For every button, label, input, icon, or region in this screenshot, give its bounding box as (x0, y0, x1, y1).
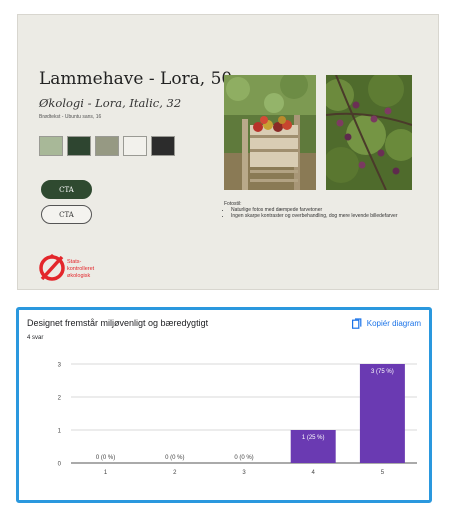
x-tick-label: 3 (242, 470, 246, 476)
question-title: Designet fremstår miljøvenligt og bæredy… (27, 318, 209, 328)
cta-primary-button[interactable]: CTA (41, 180, 92, 199)
survey-chart-card: Designet fremstår miljøvenligt og bæredy… (16, 307, 432, 503)
y-tick-label: 0 (58, 462, 62, 468)
cta-secondary-button[interactable]: CTA (41, 205, 92, 224)
y-tick-label: 3 (58, 363, 62, 369)
x-tick-label: 2 (173, 470, 177, 476)
data-label: 0 (0 %) (96, 455, 115, 461)
color-swatch (39, 136, 63, 156)
data-label: 0 (0 %) (234, 455, 253, 461)
x-tick-label: 5 (381, 470, 385, 476)
photo-note-item: Naturlige fotos med dæmpede farvetoner (231, 207, 398, 213)
organic-seal-logo: Stats- kontrolleret økologisk (39, 253, 119, 288)
y-tick-label: 2 (58, 396, 62, 402)
plum-tree-photo (326, 75, 412, 190)
data-label: 1 (25 %) (302, 435, 325, 441)
x-tick-label: 4 (312, 470, 316, 476)
color-swatch (123, 136, 147, 156)
logo-line-2: kontrolleret (67, 266, 95, 272)
logo-line-3: økologisk (67, 273, 90, 279)
data-label: 0 (0 %) (165, 455, 184, 461)
data-label: 3 (75 %) (371, 369, 394, 375)
bar-chart: 0 1 2 3 0 (0 %) 1 0 (0 %) 2 0 (0 %) 3 1 (25 %) 4 3 (… (58, 363, 417, 476)
color-swatch (151, 136, 175, 156)
bar (359, 364, 405, 463)
design-slide: Lammehave - Lora, 50 Økologi - Lora, Ita… (17, 14, 439, 290)
response-count: 4 svar (27, 335, 44, 341)
state-organic-seal-icon (39, 254, 65, 281)
slide-body-text: Brødtekst - Ubuntu sans, 16 (39, 114, 102, 120)
color-swatches (39, 136, 175, 156)
copy-icon (351, 318, 362, 329)
photo-note-item: Ingen skarpe kontraster og overbehandlin… (231, 213, 398, 219)
apple-crate-photo (224, 75, 316, 190)
color-swatch (67, 136, 91, 156)
x-tick-label: 1 (104, 470, 108, 476)
color-swatch (95, 136, 119, 156)
copy-chart-button[interactable]: Kopiér diagram (351, 318, 421, 329)
copy-chart-label: Kopiér diagram (366, 319, 421, 328)
logo-line-1: Stats- (67, 259, 82, 265)
bar (290, 430, 336, 463)
slide-title: Lammehave - Lora, 50 (39, 69, 233, 89)
slide-subtitle: Økologi - Lora, Italic, 32 (39, 96, 182, 110)
photo-notes-heading: Fotostil: (224, 201, 242, 207)
photo-style-notes: Fotostil: Naturlige fotos med dæmpede fa… (224, 201, 398, 219)
y-tick-label: 1 (58, 429, 62, 435)
